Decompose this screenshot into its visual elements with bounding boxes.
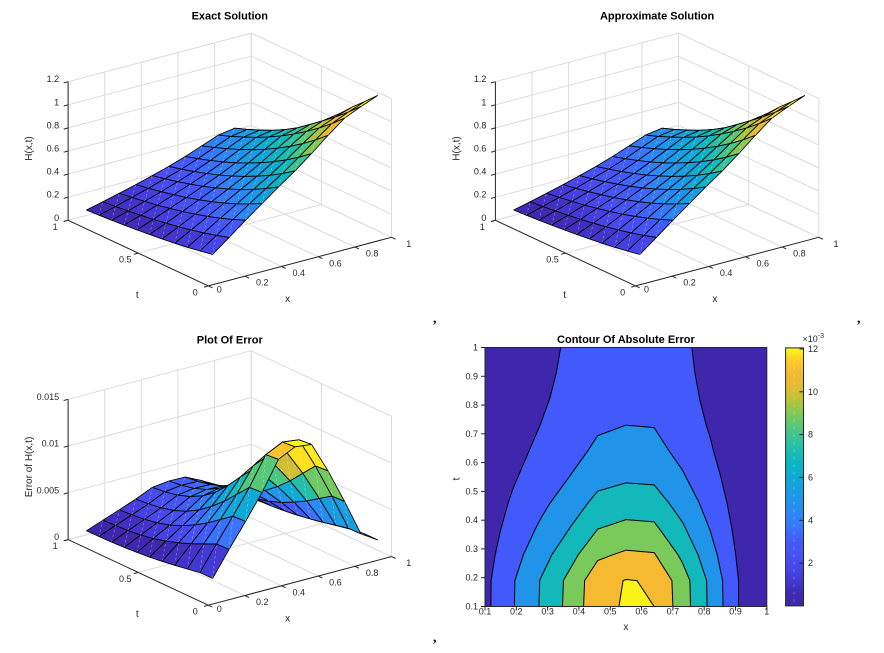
svg-text:Contour Of Absolute Error: Contour Of Absolute Error	[557, 334, 695, 346]
svg-text:1: 1	[833, 239, 838, 249]
svg-text:0.2: 0.2	[465, 573, 478, 583]
svg-text:0.3: 0.3	[465, 544, 478, 554]
svg-text:x: x	[623, 622, 628, 633]
svg-text:0.6: 0.6	[756, 258, 769, 268]
svg-text:1: 1	[53, 222, 58, 232]
svg-text:0.9: 0.9	[729, 607, 742, 617]
svg-text:0.2: 0.2	[256, 597, 269, 607]
svg-text:0: 0	[54, 532, 59, 542]
svg-text:0.4: 0.4	[47, 167, 60, 177]
svg-text:1: 1	[764, 607, 769, 617]
svg-text:0.1: 0.1	[465, 602, 478, 612]
svg-text:0.2: 0.2	[47, 190, 60, 200]
svg-text:0.2: 0.2	[510, 607, 523, 617]
svg-text:0.015: 0.015	[37, 392, 60, 402]
svg-text:x: x	[712, 294, 717, 305]
svg-text:0.5: 0.5	[546, 255, 559, 265]
svg-text:0.8: 0.8	[366, 249, 379, 259]
svg-text:1.2: 1.2	[47, 74, 60, 84]
svg-text:0: 0	[217, 285, 222, 295]
svg-text:0.5: 0.5	[465, 486, 478, 496]
svg-text:t: t	[563, 290, 566, 301]
svg-text:0.8: 0.8	[698, 607, 711, 617]
svg-text:0.8: 0.8	[366, 568, 379, 578]
svg-text:0.6: 0.6	[47, 144, 60, 154]
svg-text:H(x,t): H(x,t)	[24, 136, 35, 160]
svg-text:0.2: 0.2	[474, 190, 487, 200]
svg-text:,: ,	[857, 312, 861, 327]
svg-text:0: 0	[620, 287, 625, 297]
svg-text:10: 10	[808, 387, 818, 397]
svg-text:,: ,	[433, 631, 437, 646]
svg-text:0: 0	[481, 213, 486, 223]
svg-text:0.6: 0.6	[635, 607, 648, 617]
svg-text:0.4: 0.4	[293, 587, 306, 597]
svg-text:0.6: 0.6	[465, 458, 478, 468]
svg-text:0.3: 0.3	[541, 607, 554, 617]
svg-text:0.005: 0.005	[37, 485, 60, 495]
svg-text:0.7: 0.7	[667, 607, 680, 617]
svg-text:0.6: 0.6	[329, 578, 342, 588]
svg-text:t: t	[452, 477, 463, 480]
svg-text:x: x	[285, 614, 290, 625]
svg-text:1: 1	[480, 222, 485, 232]
svg-text:Approximate Solution: Approximate Solution	[600, 11, 715, 23]
svg-text:0.2: 0.2	[256, 278, 269, 288]
svg-text:1: 1	[473, 343, 478, 353]
svg-text:Plot Of Error: Plot Of Error	[197, 335, 264, 347]
svg-text:8: 8	[808, 430, 813, 440]
svg-text:0.5: 0.5	[604, 607, 617, 617]
svg-text:x: x	[285, 294, 290, 305]
svg-text:Exact Solution: Exact Solution	[192, 11, 269, 23]
svg-text:t: t	[136, 290, 139, 301]
svg-text:0.01: 0.01	[42, 439, 60, 449]
svg-text:0.6: 0.6	[474, 144, 487, 154]
svg-text:0.1: 0.1	[479, 607, 492, 617]
svg-text:2: 2	[808, 558, 813, 568]
svg-text:0: 0	[193, 607, 198, 617]
svg-text:1: 1	[481, 97, 486, 107]
svg-text:0.9: 0.9	[465, 371, 478, 381]
svg-text:6: 6	[808, 472, 813, 482]
svg-text:t: t	[136, 609, 139, 620]
svg-text:1: 1	[54, 97, 59, 107]
svg-text:0.7: 0.7	[465, 429, 478, 439]
svg-text:0.8: 0.8	[793, 249, 806, 259]
svg-text:0: 0	[193, 287, 198, 297]
svg-text:0.5: 0.5	[119, 255, 132, 265]
svg-text:0: 0	[54, 213, 59, 223]
svg-text:1: 1	[406, 558, 411, 568]
svg-text:0: 0	[644, 285, 649, 295]
svg-text:12: 12	[808, 344, 818, 354]
svg-text:1: 1	[406, 239, 411, 249]
svg-text:0.4: 0.4	[474, 167, 487, 177]
svg-text:0.4: 0.4	[293, 268, 306, 278]
svg-text:0.6: 0.6	[329, 258, 342, 268]
svg-text:0.4: 0.4	[720, 268, 733, 278]
svg-text:0: 0	[217, 604, 222, 614]
svg-text:1: 1	[53, 541, 58, 551]
svg-text:0.8: 0.8	[47, 120, 60, 130]
svg-text:0.5: 0.5	[119, 574, 132, 584]
svg-text:0.8: 0.8	[474, 120, 487, 130]
svg-text:0.4: 0.4	[573, 607, 586, 617]
svg-text:1.2: 1.2	[474, 74, 487, 84]
svg-text:,: ,	[433, 312, 437, 327]
svg-text:Error of H(x,t): Error of H(x,t)	[24, 437, 35, 498]
svg-text:H(x,t): H(x,t)	[451, 136, 462, 160]
svg-text:0.8: 0.8	[465, 400, 478, 410]
svg-text:4: 4	[808, 515, 813, 525]
svg-text:0.2: 0.2	[683, 278, 696, 288]
svg-text:0.4: 0.4	[465, 515, 478, 525]
